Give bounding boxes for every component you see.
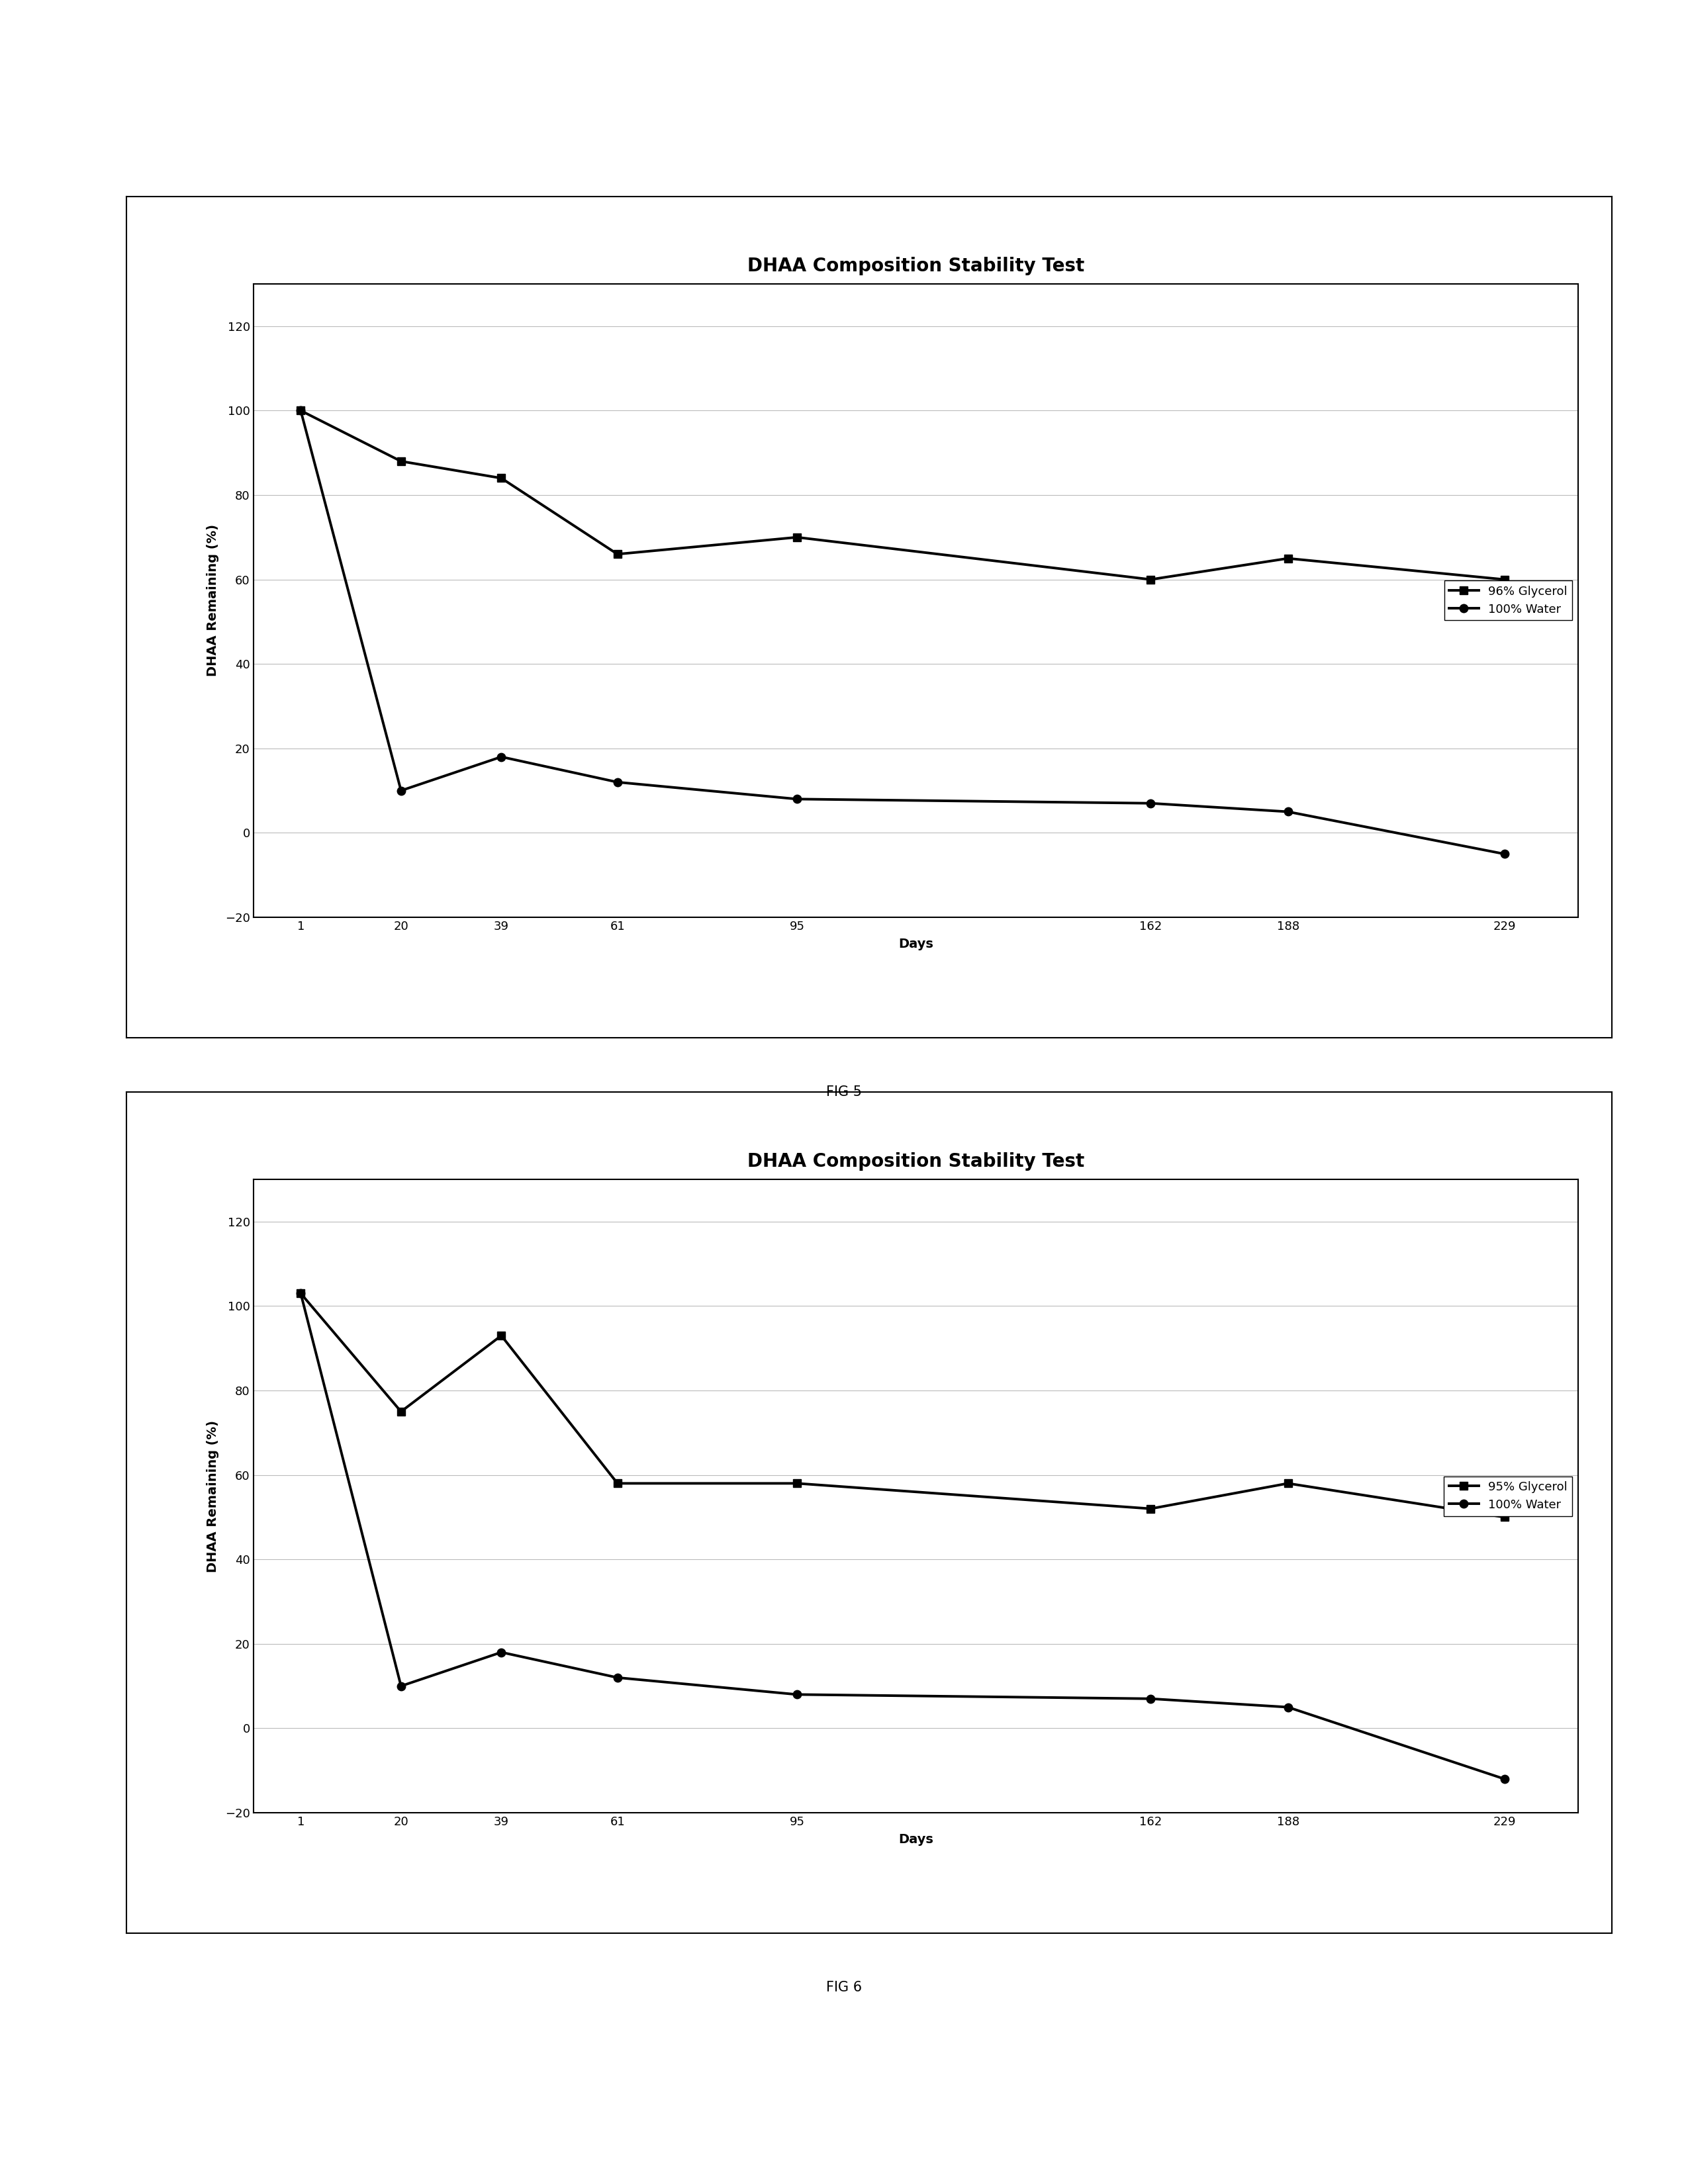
100% Water: [787, 1682, 807, 1708]
Text: FIG 6: FIG 6: [825, 1981, 863, 1994]
96% Glycerol: [787, 524, 807, 550]
100% Water: [1278, 799, 1298, 826]
96% Glycerol: [1141, 566, 1161, 592]
96% Glycerol: [1278, 546, 1298, 572]
100% Water: [392, 778, 412, 804]
100% Water: [608, 769, 628, 795]
X-axis label: Days: Days: [898, 937, 933, 950]
Title: DHAA Composition Stability Test: DHAA Composition Stability Test: [748, 1151, 1084, 1171]
100% Water: [1278, 1695, 1298, 1721]
96% Glycerol: [290, 397, 311, 424]
Y-axis label: DHAA Remaining (%): DHAA Remaining (%): [208, 524, 219, 677]
Legend: 95% Glycerol, 100% Water: 95% Glycerol, 100% Water: [1443, 1476, 1572, 1516]
Legend: 96% Glycerol, 100% Water: 96% Glycerol, 100% Water: [1445, 581, 1572, 620]
Text: FIG 5: FIG 5: [825, 1085, 863, 1099]
X-axis label: Days: Days: [898, 1832, 933, 1845]
Line: 95% Glycerol: 95% Glycerol: [297, 1289, 1509, 1522]
95% Glycerol: [608, 1470, 628, 1496]
100% Water: [608, 1664, 628, 1690]
Title: DHAA Composition Stability Test: DHAA Composition Stability Test: [748, 256, 1084, 275]
95% Glycerol: [787, 1470, 807, 1496]
100% Water: [491, 745, 511, 771]
95% Glycerol: [1278, 1470, 1298, 1496]
100% Water: [491, 1640, 511, 1666]
95% Glycerol: [491, 1324, 511, 1350]
100% Water: [1494, 1767, 1514, 1793]
95% Glycerol: [392, 1398, 412, 1424]
95% Glycerol: [1494, 1505, 1514, 1531]
Line: 100% Water: 100% Water: [297, 1289, 1509, 1782]
100% Water: [290, 1280, 311, 1306]
100% Water: [787, 786, 807, 812]
96% Glycerol: [392, 448, 412, 474]
Line: 96% Glycerol: 96% Glycerol: [297, 406, 1509, 583]
96% Glycerol: [1494, 566, 1514, 592]
96% Glycerol: [608, 542, 628, 568]
95% Glycerol: [290, 1280, 311, 1306]
100% Water: [1141, 1686, 1161, 1712]
95% Glycerol: [1141, 1496, 1161, 1522]
100% Water: [392, 1673, 412, 1699]
100% Water: [1494, 841, 1514, 867]
100% Water: [1141, 791, 1161, 817]
96% Glycerol: [491, 465, 511, 491]
Line: 100% Water: 100% Water: [297, 406, 1509, 858]
100% Water: [290, 397, 311, 424]
Y-axis label: DHAA Remaining (%): DHAA Remaining (%): [208, 1420, 219, 1572]
